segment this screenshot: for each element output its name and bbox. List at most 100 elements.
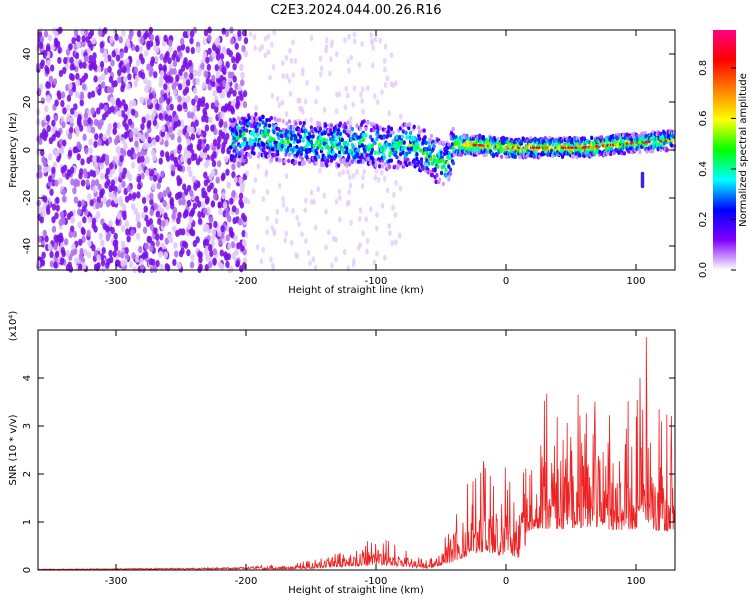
- spectrogram-cell: [58, 69, 64, 78]
- spectrogram-cell: [216, 85, 221, 94]
- spectrogram-cell: [284, 111, 289, 118]
- spectrogram-cell: [373, 140, 377, 146]
- spectrogram-cell: [204, 238, 210, 247]
- spectrogram-cell: [74, 59, 79, 67]
- spectrogram-cell: [204, 263, 209, 272]
- spectrogram-cell: [65, 48, 71, 56]
- spectrogram-cell: [115, 259, 121, 267]
- spectrogram-cell: [202, 207, 208, 215]
- spectrogram-cell: [139, 257, 144, 266]
- spectrogram-cell: [529, 139, 533, 144]
- spectrogram-cell: [361, 108, 365, 115]
- spectrogram-cell: [146, 98, 152, 106]
- spectrogram-cell: [240, 71, 245, 80]
- spectrogram-cell: [344, 85, 348, 92]
- spectrogram-cell: [390, 240, 395, 247]
- spectrogram-cell: [87, 91, 92, 99]
- spectrogram-cell: [176, 104, 182, 112]
- spectrogram-cell: [177, 128, 183, 137]
- spectrogram-cell: [230, 37, 235, 45]
- spectrogram-cell: [418, 136, 422, 142]
- spectrogram-cell: [273, 144, 277, 149]
- spectrogram-cell: [416, 142, 420, 148]
- spectrogram-cell: [211, 51, 217, 59]
- spectrogram-cell: [99, 172, 105, 180]
- spectrogram-cell: [340, 137, 344, 143]
- spectrogram-cell: [197, 211, 202, 219]
- spectrogram-cell: [116, 212, 122, 220]
- spectrogram-cell: [189, 30, 195, 38]
- spectrogram-cell: [305, 79, 309, 86]
- spectrogram-cell: [146, 63, 151, 71]
- spectrogram-cell: [93, 75, 98, 83]
- spectrogram-cell: [123, 142, 128, 150]
- spectrogram-cell: [136, 221, 142, 229]
- spectrogram-cell: [338, 150, 342, 155]
- spectrogram-cell: [123, 187, 128, 196]
- spectrogram-cell: [375, 211, 379, 218]
- spectrogram-cell: [56, 90, 61, 98]
- spectrogram-cell: [398, 160, 403, 166]
- spectrogram-cell: [225, 260, 230, 269]
- spectrogram-cell: [326, 158, 330, 164]
- spectrogram-cell: [385, 187, 390, 194]
- spectrogram-cell: [374, 163, 378, 168]
- spectrogram-cell: [38, 137, 43, 146]
- spectrogram-cell: [404, 130, 408, 135]
- spectrogram-cell: [307, 142, 311, 147]
- spectrogram-cell: [219, 249, 225, 257]
- spectrogram-cell: [300, 156, 304, 162]
- spectrogram-cell: [54, 179, 59, 187]
- spectrogram-cell: [217, 201, 222, 209]
- spectrogram-cell: [441, 140, 445, 146]
- spectrogram-cell: [193, 69, 198, 77]
- x-tick-label: 0: [503, 276, 509, 287]
- spectrogram-cell: [320, 146, 324, 151]
- spectrogram-cell: [350, 159, 354, 165]
- colorbar-tick-label: 0.2: [698, 212, 709, 228]
- spectrogram-cell: [513, 154, 517, 159]
- spectrogram-cell: [238, 133, 243, 138]
- spectrogram-cell: [293, 57, 298, 64]
- y-tick-label: 4: [22, 375, 33, 381]
- spectrogram-cell: [139, 37, 145, 45]
- spectrogram-cell: [317, 154, 321, 159]
- spectrogram-cell: [429, 151, 433, 156]
- spectrogram-cell: [123, 114, 128, 122]
- spectrogram-cell: [334, 51, 339, 58]
- spectrogram-cell: [672, 129, 677, 135]
- spectrogram-cell: [274, 218, 279, 225]
- spectrogram-cell: [365, 237, 370, 244]
- spectrogram-cell: [42, 159, 47, 167]
- spectrogram-cell: [135, 232, 141, 240]
- spectrogram-cell: [422, 128, 426, 133]
- spectrogram-cell: [405, 151, 409, 156]
- spectrogram-y-label: Frequency (Hz): [8, 112, 19, 188]
- spectrogram-cell: [78, 61, 84, 69]
- spectrogram-cell: [385, 142, 389, 147]
- spectrogram-cell: [71, 37, 76, 45]
- spectrogram-cell: [256, 132, 260, 137]
- spectrogram-cell: [171, 53, 176, 61]
- spectrogram-cell: [187, 59, 193, 67]
- spectrogram-cell: [62, 107, 67, 115]
- spectrogram-cell: [229, 197, 234, 205]
- spectrogram-cell: [424, 140, 428, 146]
- spectrogram-cell: [72, 187, 77, 195]
- spectrogram-cell: [408, 122, 412, 127]
- spectrogram-cell: [102, 27, 108, 35]
- spectrogram-cell: [60, 247, 66, 255]
- spectrogram-cell: [236, 160, 242, 168]
- figure-title: C2E3.2024.044.00.26.R16: [270, 3, 441, 18]
- spectrogram-cell: [98, 133, 104, 141]
- spectrogram-cell: [145, 113, 151, 121]
- spectrogram-cell: [129, 131, 134, 139]
- spectrogram-cell: [285, 121, 289, 126]
- spectrogram-cell: [400, 134, 404, 139]
- spectrogram-cell: [360, 86, 365, 93]
- spectrogram-cell: [104, 181, 109, 189]
- spectrogram-cell: [160, 130, 166, 138]
- spectrogram-cell: [113, 80, 118, 88]
- spectrogram-cell: [287, 152, 292, 157]
- spectrogram-cell: [70, 107, 75, 115]
